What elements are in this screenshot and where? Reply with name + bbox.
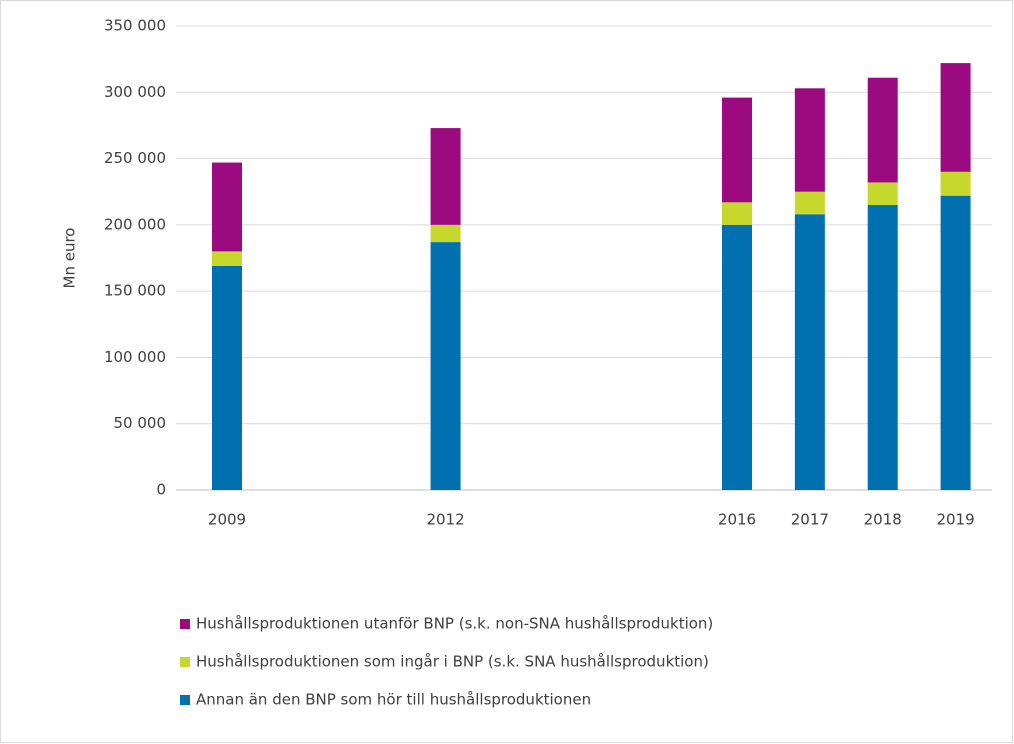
bar-segment [794,88,825,192]
legend-swatch [180,619,190,629]
bar-segment [430,128,461,225]
bar-segment [940,171,971,196]
legend-label: Hushållsproduktionen som ingår i BNP (s.… [196,653,709,671]
y-tick-label: 350 000 [104,17,166,35]
x-tick-label: 2017 [791,511,829,529]
legend-swatch [180,657,190,667]
bar-segment [867,182,898,205]
y-tick-label: 150 000 [104,282,166,300]
y-tick-label: 100 000 [104,348,166,366]
legend-label: Annan än den BNP som hör till hushållspr… [196,691,591,709]
x-tick-label: 2012 [426,511,464,529]
y-axis-label: Mn euro [61,228,79,289]
bar-segment [430,242,461,490]
bar-segment [794,214,825,490]
bar-segment [940,63,971,172]
y-tick-label: 0 [156,481,166,499]
legend-swatch [180,695,190,705]
bar-segment [940,195,971,491]
bar-segment [212,162,242,252]
bar-segment [212,265,242,490]
x-tick-label: 2018 [864,511,902,529]
x-tick-label: 2019 [936,511,974,529]
bar-segment [722,97,752,203]
x-tick-label: 2009 [208,511,246,529]
bar-segment [212,251,242,266]
x-tick-label: 2016 [718,511,756,529]
bar-segment [867,204,898,490]
bar-segment [430,224,461,243]
y-tick-label: 200 000 [104,215,166,233]
y-tick-label: 250 000 [104,149,166,167]
bar-segment [794,191,825,215]
bar-segment [867,77,898,183]
legend-label: Hushållsproduktionen utanför BNP (s.k. n… [196,615,713,633]
bar-segment [722,224,752,490]
y-tick-label: 300 000 [104,83,166,101]
y-tick-label: 50 000 [114,414,167,432]
bar-segment [722,202,752,225]
